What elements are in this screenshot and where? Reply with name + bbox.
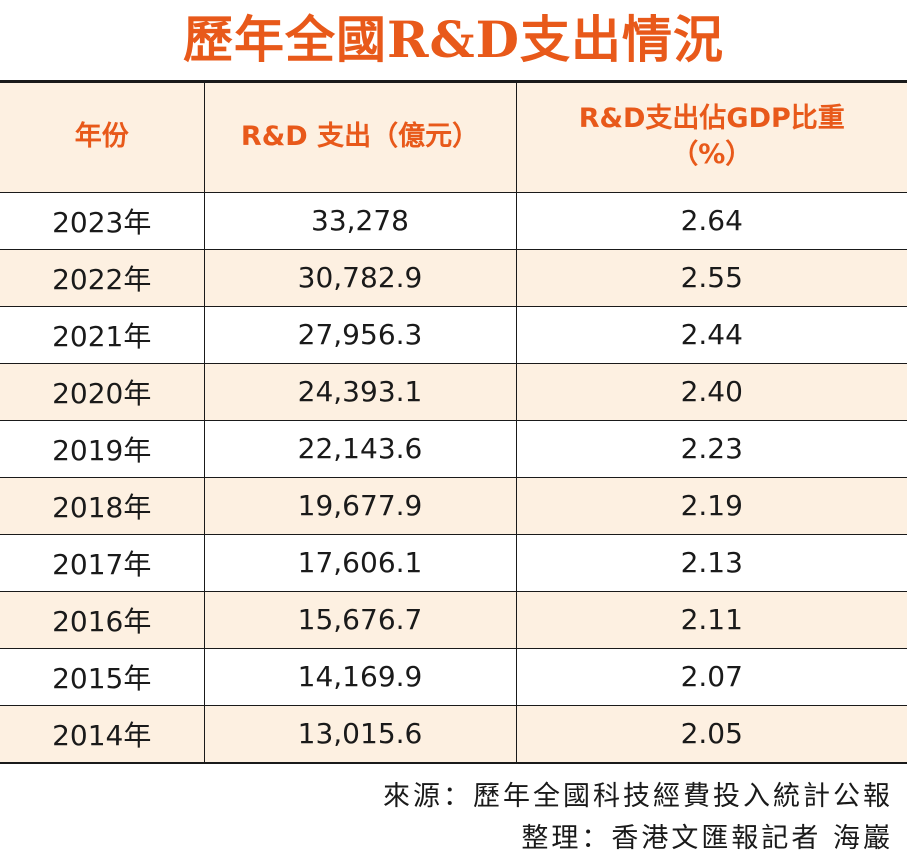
cell-spend: 14,169.9 — [204, 648, 516, 705]
cell-spend: 33,278 — [204, 192, 516, 249]
cell-year: 2022年 — [0, 249, 204, 306]
cell-ratio: 2.11 — [516, 591, 907, 648]
cell-ratio: 2.23 — [516, 420, 907, 477]
cell-spend: 24,393.1 — [204, 363, 516, 420]
cell-year: 2023年 — [0, 192, 204, 249]
header-spend: R&D 支出（億元） — [204, 83, 516, 192]
cell-spend: 19,677.9 — [204, 477, 516, 534]
cell-year: 2017年 — [0, 534, 204, 591]
cell-spend: 17,606.1 — [204, 534, 516, 591]
header-ratio-label: R&D支出佔GDP比重 — [517, 101, 907, 137]
cell-spend: 22,143.6 — [204, 420, 516, 477]
cell-ratio: 2.07 — [516, 648, 907, 705]
cell-spend: 13,015.6 — [204, 705, 516, 762]
cell-year: 2016年 — [0, 591, 204, 648]
cell-ratio: 2.05 — [516, 705, 907, 762]
table-header-row: 年份 R&D 支出（億元） R&D支出佔GDP比重 （%） — [0, 83, 907, 192]
cell-ratio: 2.64 — [516, 192, 907, 249]
cell-ratio: 2.44 — [516, 306, 907, 363]
cell-year: 2018年 — [0, 477, 204, 534]
cell-year: 2020年 — [0, 363, 204, 420]
cell-spend: 15,676.7 — [204, 591, 516, 648]
cell-year: 2021年 — [0, 306, 204, 363]
header-year: 年份 — [0, 83, 204, 192]
credit-note: 整理：香港文匯報記者 海巖 — [193, 816, 893, 855]
cell-ratio: 2.40 — [516, 363, 907, 420]
cell-year: 2015年 — [0, 648, 204, 705]
cell-ratio: 2.19 — [516, 477, 907, 534]
cell-year: 2014年 — [0, 705, 204, 762]
source-note: 來源：歷年全國科技經費投入統計公報 — [193, 774, 893, 813]
cell-ratio: 2.13 — [516, 534, 907, 591]
header-ratio: R&D支出佔GDP比重 （%） — [516, 83, 907, 192]
cell-year: 2019年 — [0, 420, 204, 477]
cell-ratio: 2.55 — [516, 249, 907, 306]
cell-spend: 30,782.9 — [204, 249, 516, 306]
cell-spend: 27,956.3 — [204, 306, 516, 363]
page-title: 歷年全國R&D支出情況 — [0, 2, 907, 78]
header-ratio-unit: （%） — [517, 137, 907, 173]
